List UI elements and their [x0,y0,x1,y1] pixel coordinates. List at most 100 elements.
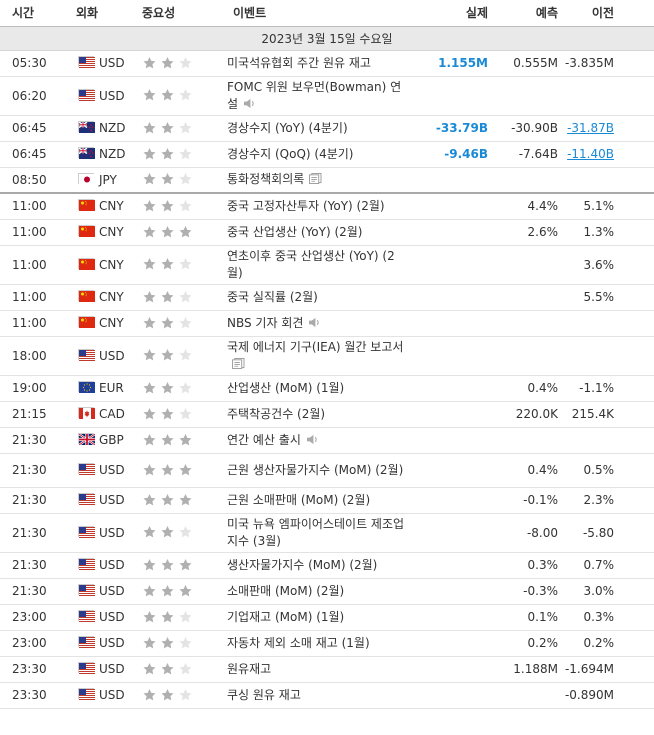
table-row[interactable]: 11:00 CNY 중국 고정자산투자 (YoY) (2월) 4.4% 5.1% [0,193,654,220]
table-row[interactable]: 11:00 CNY 중국 실직률 (2월) 5.5% [0,284,654,311]
event-name-cell[interactable]: 미국석유협회 주간 원유 재고 [221,50,414,77]
event-name-cell[interactable]: NBS 기자 회견 [221,310,414,337]
previous-value: 0.3% [564,604,654,631]
actual-value [414,453,494,488]
header-currency[interactable]: 외화 [64,0,130,27]
table-row[interactable]: 08:50 JPY 통화정책회의록 [0,167,654,194]
event-name[interactable]: 근원 소매판매 (MoM) (2월) [227,492,371,507]
event-name[interactable]: NBS 기자 회견 [227,315,304,330]
speaker-icon[interactable] [243,97,255,108]
event-name[interactable]: 원유재고 [227,661,272,676]
event-name-cell[interactable]: 주택착공건수 (2월) [221,401,414,428]
event-name[interactable]: 연초이후 중국 산업생산 (YoY) (2월) [227,248,395,280]
event-name[interactable]: 경상수지 (QoQ) (4분기) [227,146,354,161]
event-name-cell[interactable]: 중국 고정자산투자 (YoY) (2월) [221,193,414,220]
event-name[interactable]: 경상수지 (YoY) (4분기) [227,120,348,135]
previous-text[interactable]: -11.40B [567,147,614,161]
event-name-cell[interactable]: 산업생산 (MoM) (1월) [221,375,414,402]
importance-stars [130,401,221,428]
event-name-cell[interactable]: 소매판매 (MoM) (2월) [221,578,414,605]
previous-text: 0.3% [583,610,615,624]
event-name[interactable]: 산업생산 (MoM) (1월) [227,380,345,395]
economic-calendar-table: 시간 외화 중요성 이벤트 실제 예측 이전 2023년 3월 15일 수요일 … [0,0,654,709]
header-importance[interactable]: 중요성 [130,0,221,27]
event-name[interactable]: 자동차 제외 소매 재고 (1월) [227,635,370,650]
table-row[interactable]: 21:30 USD 생산자물가지수 (MoM) (2월) 0.3% 0.7% [0,552,654,579]
event-name[interactable]: 미국 뉴욕 엠파이어스테이트 제조업지수 (3월) [227,516,405,548]
event-name-cell[interactable]: 근원 소매판매 (MoM) (2월) [221,487,414,514]
table-row[interactable]: 23:30 USD 원유재고 1.188M -1.694M [0,656,654,683]
table-row[interactable]: 21:30 USD 근원 소매판매 (MoM) (2월) -0.1% 2.3% [0,487,654,514]
header-previous[interactable]: 이전 [564,0,654,27]
event-name[interactable]: 쿠싱 원유 재고 [227,687,301,702]
event-name[interactable]: 통화정책회의록 [227,172,305,187]
event-name[interactable]: 중국 고정자산투자 (YoY) (2월) [227,198,385,213]
event-name[interactable]: 미국석유협회 주간 원유 재고 [227,55,371,70]
event-name-cell[interactable]: 경상수지 (QoQ) (4분기) [221,141,414,168]
header-time[interactable]: 시간 [0,0,64,27]
event-name-cell[interactable]: 미국 뉴욕 엠파이어스테이트 제조업지수 (3월) [221,513,414,553]
event-name-cell[interactable]: FOMC 위원 보우먼(Bowman) 연설 [221,76,414,116]
event-name-cell[interactable]: 쿠싱 원유 재고 [221,682,414,709]
event-name-cell[interactable]: 자동차 제외 소매 재고 (1월) [221,630,414,657]
header-event[interactable]: 이벤트 [221,0,414,27]
table-row[interactable]: 23:00 USD 기업재고 (MoM) (1월) 0.1% 0.3% [0,604,654,631]
table-row[interactable]: 21:15 CAD 주택착공건수 (2월) 220.0K 215.4K [0,401,654,428]
event-time: 18:00 [0,336,64,376]
previous-text: -0.890M [564,688,614,702]
previous-text[interactable]: -31.87B [567,121,614,135]
table-row[interactable]: 05:30 USD 미국석유협회 주간 원유 재고 1.155M 0.555M -3.83… [0,50,654,77]
event-name[interactable]: 국제 에너지 기구(IEA) 월간 보고서 [227,339,404,354]
currency-cell: USD [64,552,130,579]
table-row[interactable]: 21:30 GBP 연간 예산 출시 [0,427,654,454]
event-name-cell[interactable]: 연초이후 중국 산업생산 (YoY) (2월) [221,245,414,285]
event-name-cell[interactable]: 근원 생산자물가지수 (MoM) (2월) [221,453,414,488]
table-row[interactable]: 21:30 USD 근원 생산자물가지수 (MoM) (2월) 0.4% 0.5% [0,453,654,488]
table-row[interactable]: 23:30 USD 쿠싱 원유 재고 -0.890M [0,682,654,709]
event-name[interactable]: 주택착공건수 (2월) [227,406,326,421]
event-name[interactable]: 중국 산업생산 (YoY) (2월) [227,224,363,239]
table-row[interactable]: 11:00 CNY 중국 산업생산 (YoY) (2월) 2.6% 1.3% [0,219,654,246]
event-name-cell[interactable]: 원유재고 [221,656,414,683]
event-name[interactable]: 근원 생산자물가지수 (MoM) (2월) [227,462,404,477]
event-name[interactable]: 연간 예산 출시 [227,432,301,447]
importance-stars [130,284,221,311]
document-icon[interactable] [232,357,245,369]
table-row[interactable]: 19:00 EUR 산업생산 (MoM) (1월) 0.4% -1.1% [0,375,654,402]
event-name-cell[interactable]: 생산자물가지수 (MoM) (2월) [221,552,414,579]
event-name-cell[interactable]: 국제 에너지 기구(IEA) 월간 보고서 [221,336,414,376]
speaker-icon[interactable] [308,316,320,327]
event-name-cell[interactable]: 통화정책회의록 [221,167,414,194]
event-name-cell[interactable]: 기업재고 (MoM) (1월) [221,604,414,631]
forecast-value: 0.1% [494,604,564,631]
flag-cn-icon [78,316,95,328]
table-row[interactable]: 11:00 CNY NBS 기자 회견 [0,310,654,337]
star-icon [178,290,193,304]
previous-value: 1.3% [564,219,654,246]
table-row[interactable]: 21:30 USD 미국 뉴욕 엠파이어스테이트 제조업지수 (3월) -8.00 -5… [0,513,654,553]
header-actual[interactable]: 실제 [414,0,494,27]
event-name-cell[interactable]: 중국 산업생산 (YoY) (2월) [221,219,414,246]
currency-cell: CNY [64,245,130,285]
table-row[interactable]: 11:00 CNY 연초이후 중국 산업생산 (YoY) (2월) 3.6% [0,245,654,285]
document-icon[interactable] [309,172,322,185]
event-name[interactable]: 기업재고 (MoM) (1월) [227,609,345,624]
star-icon [160,493,175,507]
event-name[interactable]: FOMC 위원 보우먼(Bowman) 연설 [227,79,402,111]
event-name-cell[interactable]: 중국 실직률 (2월) [221,284,414,311]
table-row[interactable]: 23:00 USD 자동차 제외 소매 재고 (1월) 0.2% 0.2% [0,630,654,657]
table-row[interactable]: 06:45 NZD 경상수지 (QoQ) (4분기) -9.46B -7.64B -11.… [0,141,654,168]
speaker-icon[interactable] [306,433,318,444]
header-forecast[interactable]: 예측 [494,0,564,27]
star-icon [142,463,157,477]
event-name-cell[interactable]: 경상수지 (YoY) (4분기) [221,115,414,142]
event-name-cell[interactable]: 연간 예산 출시 [221,427,414,454]
table-row[interactable]: 18:00 USD 국제 에너지 기구(IEA) 월간 보고서 [0,336,654,376]
event-name[interactable]: 생산자물가지수 (MoM) (2월) [227,557,378,572]
event-name[interactable]: 중국 실직률 (2월) [227,289,318,304]
currency-code: CNY [99,225,124,239]
event-name[interactable]: 소매판매 (MoM) (2월) [227,583,345,598]
table-row[interactable]: 06:45 NZD 경상수지 (YoY) (4분기) -33.79B -30.90B -3… [0,115,654,142]
table-row[interactable]: 06:20 USD FOMC 위원 보우먼(Bowman) 연설 [0,76,654,116]
table-row[interactable]: 21:30 USD 소매판매 (MoM) (2월) -0.3% 3.0% [0,578,654,605]
